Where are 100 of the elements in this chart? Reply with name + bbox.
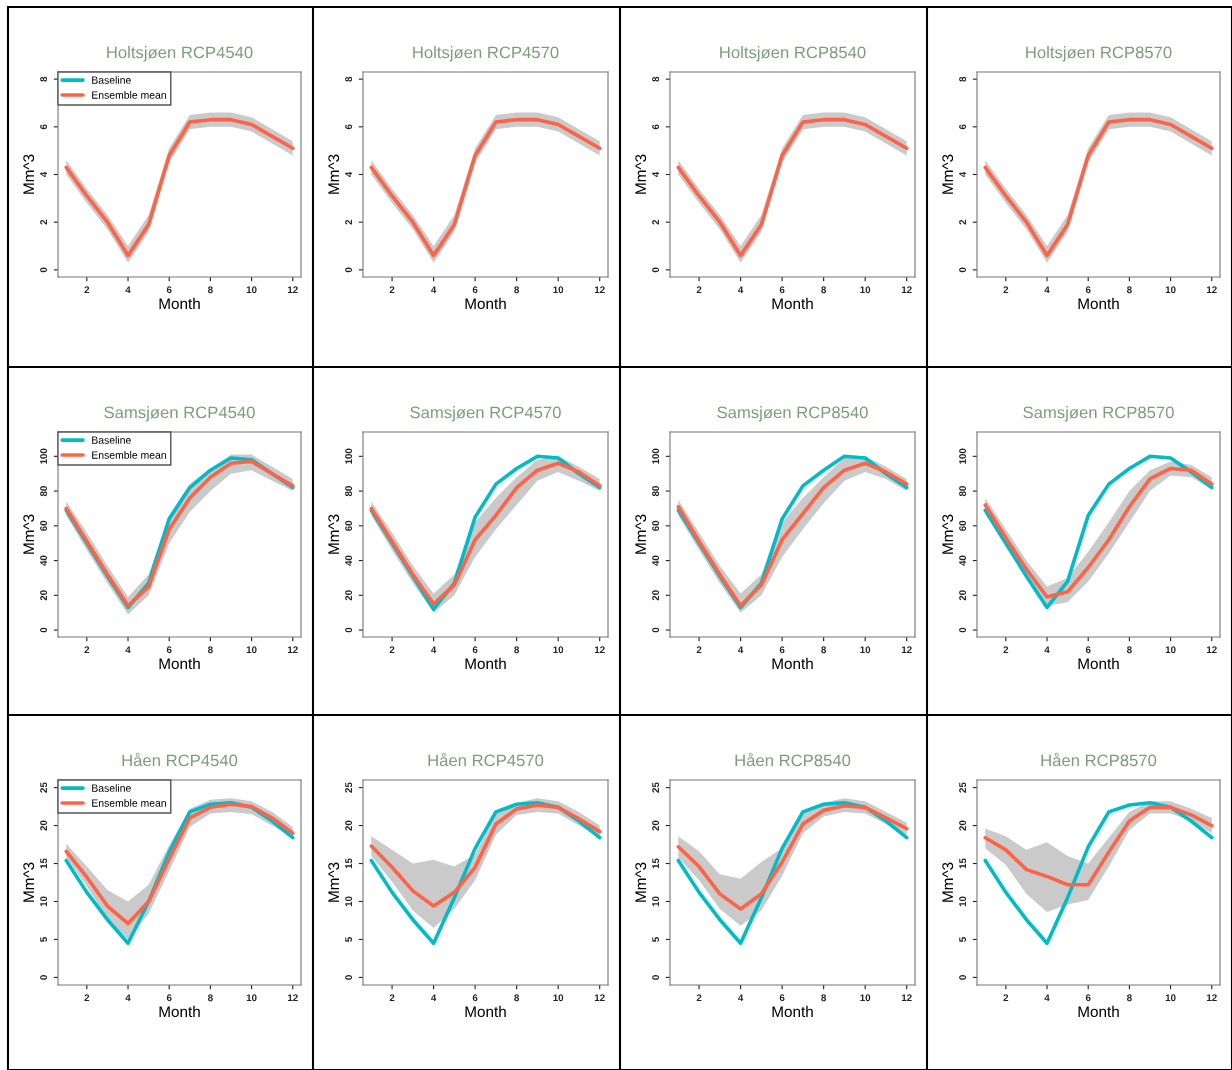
x-axis-title: Month bbox=[772, 1005, 813, 1018]
x-tick-label: 4 bbox=[738, 994, 744, 1002]
chart-title: Håen RCP8570 bbox=[1041, 752, 1157, 767]
x-tick-label: 12 bbox=[594, 286, 605, 294]
x-tick-label: 6 bbox=[166, 286, 172, 294]
y-tick-label: 0 bbox=[652, 267, 660, 273]
x-tick-label: 10 bbox=[1165, 646, 1176, 654]
chart-title: Håen RCP8540 bbox=[735, 752, 851, 767]
x-tick-label: 6 bbox=[166, 994, 172, 1002]
x-tick-label: 10 bbox=[1165, 994, 1176, 1002]
y-tick-label: 5 bbox=[40, 937, 48, 942]
x-tick-label: 6 bbox=[779, 286, 785, 294]
y-tick-label: 20 bbox=[345, 590, 353, 601]
y-tick-label: 0 bbox=[652, 975, 660, 980]
x-tick-label: 8 bbox=[1126, 994, 1132, 1002]
x-tick-label: 4 bbox=[1044, 994, 1050, 1002]
x-tick-label: 4 bbox=[738, 646, 744, 654]
y-tick-label: 6 bbox=[345, 124, 353, 130]
y-tick-label: 0 bbox=[959, 975, 967, 980]
y-tick-label: 20 bbox=[40, 820, 48, 831]
x-tick-label: 12 bbox=[901, 646, 912, 654]
x-tick-label: 2 bbox=[696, 286, 702, 294]
x-tick-label: 10 bbox=[860, 646, 871, 654]
y-tick-label: 40 bbox=[345, 555, 353, 566]
x-tick-label: 2 bbox=[696, 646, 702, 654]
x-tick-label: 4 bbox=[125, 646, 131, 654]
x-axis-title: Month bbox=[1078, 297, 1119, 310]
y-tick-label: 80 bbox=[345, 486, 353, 497]
x-tick-label: 2 bbox=[1003, 994, 1009, 1002]
x-tick-label: 6 bbox=[1085, 286, 1091, 294]
chart-title: Holtsjøen RCP8570 bbox=[1026, 46, 1172, 62]
x-tick-label: 10 bbox=[553, 646, 564, 654]
chart-title: Holtsjøen RCP4570 bbox=[413, 46, 559, 62]
x-tick-label: 12 bbox=[901, 286, 912, 294]
x-tick-label: 12 bbox=[1206, 646, 1217, 654]
y-tick-label: 15 bbox=[652, 858, 660, 869]
x-tick-label: 10 bbox=[553, 286, 564, 294]
y-tick-label: 8 bbox=[959, 76, 967, 82]
x-tick-label: 12 bbox=[594, 994, 605, 1002]
x-tick-label: 2 bbox=[1003, 646, 1009, 654]
y-tick-label: 20 bbox=[652, 820, 660, 831]
y-tick-label: 6 bbox=[959, 124, 967, 130]
y-axis-title: Mm^3 bbox=[635, 862, 647, 902]
x-tick-label: 10 bbox=[246, 286, 257, 294]
x-tick-label: 4 bbox=[431, 994, 437, 1002]
y-tick-label: 60 bbox=[40, 520, 48, 531]
y-tick-label: 60 bbox=[959, 520, 967, 531]
x-tick-label: 8 bbox=[1126, 646, 1132, 654]
y-tick-label: 10 bbox=[959, 896, 967, 907]
y-tick-label: 20 bbox=[959, 590, 967, 601]
legend-label: Baseline bbox=[92, 784, 131, 792]
y-tick-label: 10 bbox=[652, 896, 660, 907]
legend-label: Baseline bbox=[92, 76, 131, 84]
x-axis-title: Month bbox=[1078, 657, 1119, 670]
x-axis-title: Month bbox=[1078, 1005, 1119, 1018]
chart-title: Håen RCP4570 bbox=[428, 752, 544, 767]
x-tick-label: 8 bbox=[821, 646, 827, 654]
y-axis-title: Mm^3 bbox=[328, 862, 340, 902]
y-tick-label: 4 bbox=[959, 171, 966, 178]
x-tick-label: 4 bbox=[738, 286, 744, 294]
x-tick-label: 2 bbox=[389, 994, 395, 1002]
y-tick-label: 15 bbox=[959, 858, 967, 869]
y-tick-label: 8 bbox=[345, 76, 353, 82]
x-axis-title: Month bbox=[772, 657, 813, 670]
x-tick-label: 2 bbox=[84, 286, 90, 294]
x-tick-label: 6 bbox=[779, 994, 785, 1002]
y-tick-label: 2 bbox=[959, 219, 966, 225]
y-tick-label: 4 bbox=[345, 171, 352, 178]
x-tick-label: 12 bbox=[287, 646, 298, 654]
y-tick-label: 5 bbox=[959, 937, 967, 942]
y-tick-label: 0 bbox=[959, 267, 967, 273]
y-tick-label: 20 bbox=[959, 820, 967, 831]
x-tick-label: 8 bbox=[207, 994, 213, 1002]
x-tick-label: 12 bbox=[1206, 994, 1217, 1002]
y-tick-label: 0 bbox=[345, 975, 353, 980]
x-tick-label: 2 bbox=[1003, 286, 1009, 294]
chart-title: Samsjøen RCP4540 bbox=[104, 406, 255, 422]
x-tick-label: 12 bbox=[901, 994, 912, 1002]
y-axis-title: Mm^3 bbox=[942, 154, 954, 194]
y-tick-label: 40 bbox=[40, 555, 48, 566]
x-tick-label: 10 bbox=[553, 994, 564, 1002]
x-tick-label: 8 bbox=[514, 286, 520, 294]
x-tick-label: 8 bbox=[821, 994, 827, 1002]
x-tick-label: 8 bbox=[514, 646, 520, 654]
x-tick-label: 4 bbox=[431, 286, 437, 294]
x-axis-title: Month bbox=[159, 1005, 200, 1018]
y-tick-label: 80 bbox=[40, 486, 48, 497]
x-axis-title: Month bbox=[159, 297, 200, 310]
y-axis-title: Mm^3 bbox=[23, 862, 35, 902]
y-axis-title: Mm^3 bbox=[635, 514, 647, 554]
y-tick-label: 5 bbox=[345, 937, 353, 942]
y-axis-title: Mm^3 bbox=[23, 154, 35, 194]
y-tick-label: 40 bbox=[652, 555, 660, 566]
y-tick-label: 0 bbox=[345, 267, 353, 273]
y-tick-label: 6 bbox=[652, 124, 660, 130]
y-tick-label: 80 bbox=[959, 486, 967, 497]
x-tick-label: 2 bbox=[389, 286, 395, 294]
y-axis-title: Mm^3 bbox=[942, 514, 954, 554]
x-tick-label: 10 bbox=[1165, 286, 1176, 294]
x-axis-title: Month bbox=[159, 657, 200, 670]
